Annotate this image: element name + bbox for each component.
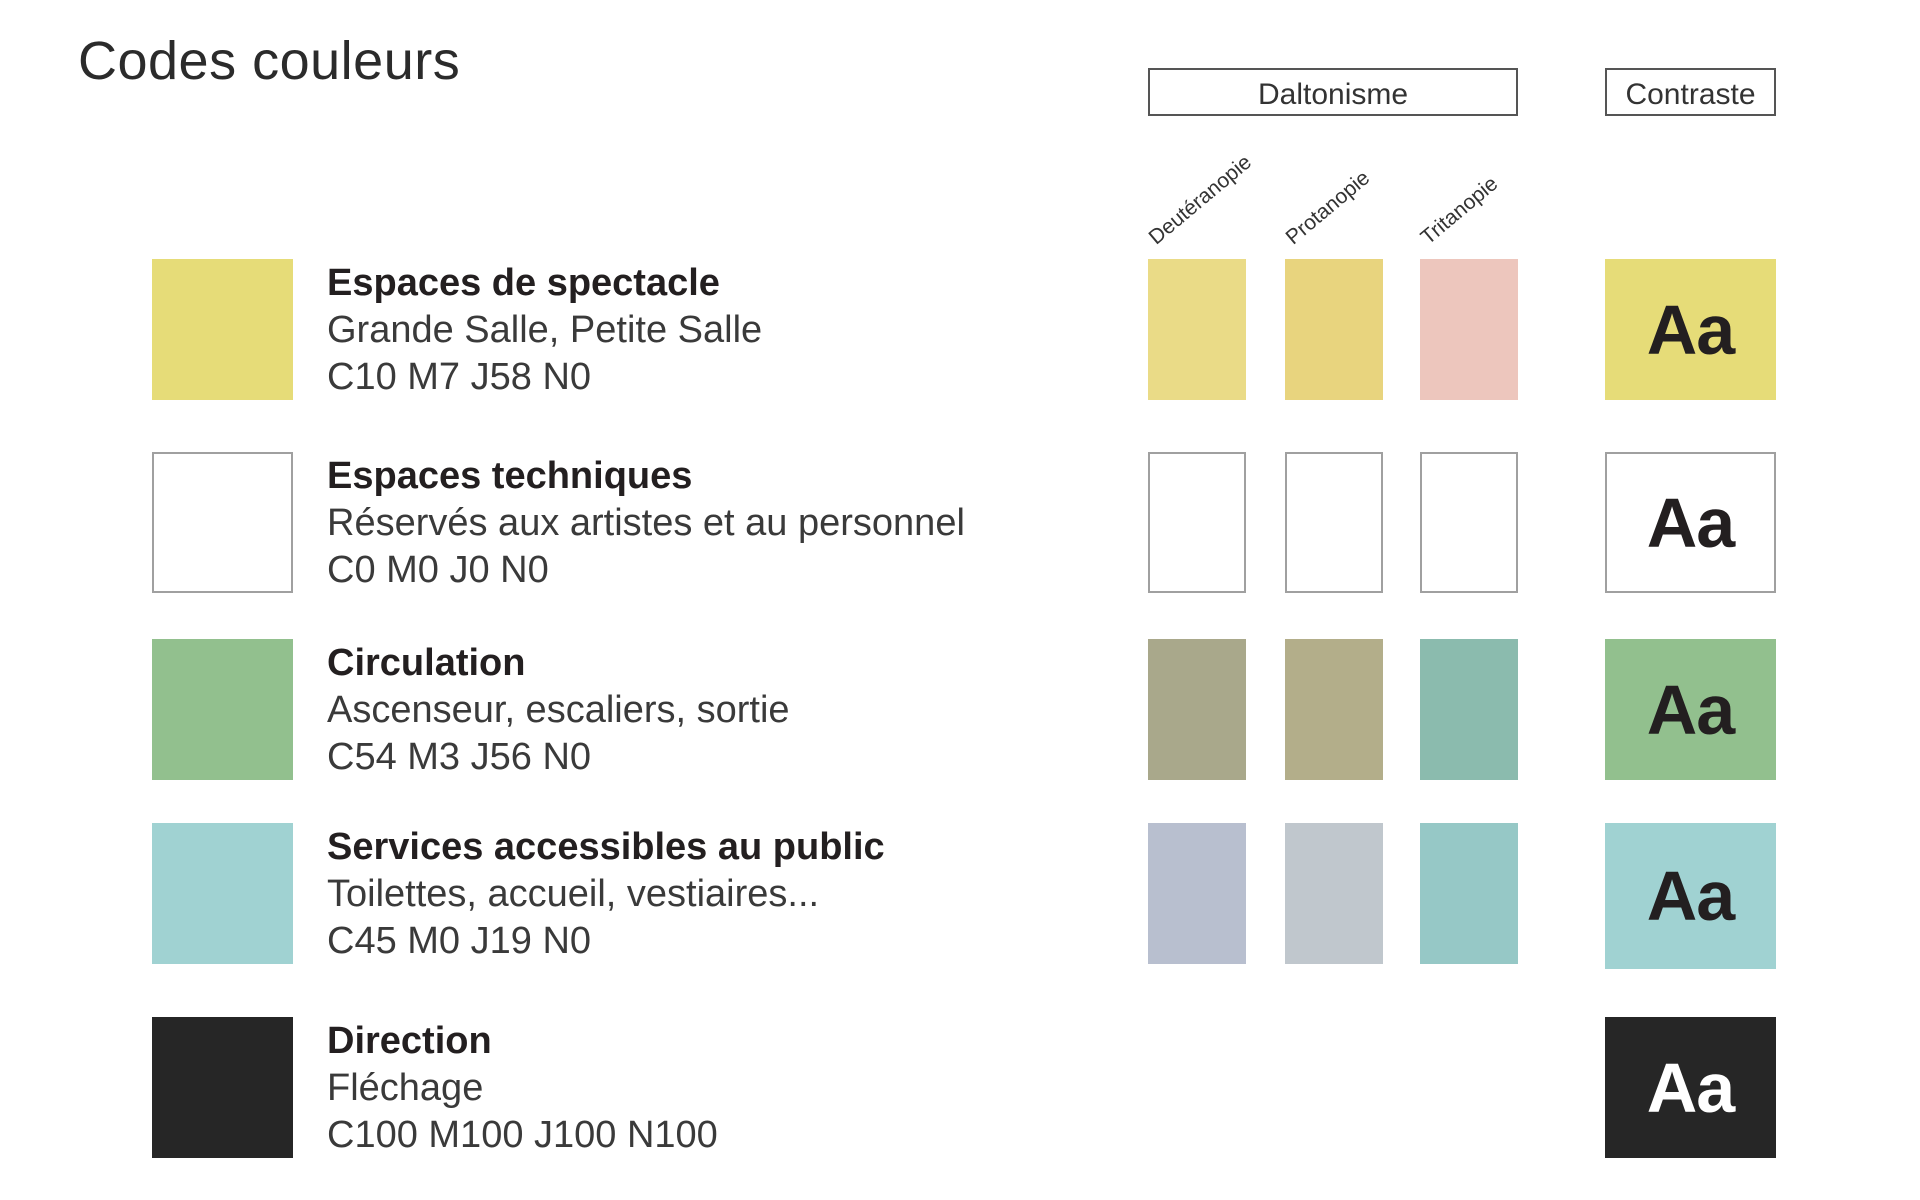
category-description: Grande Salle, Petite Salle xyxy=(327,309,763,351)
swatch-techniques xyxy=(152,452,293,593)
column-header-protanopie: Protanopie xyxy=(1281,166,1375,250)
contrast-sample-techniques: Aa xyxy=(1605,452,1776,593)
sim-swatch-protanopie-techniques xyxy=(1285,452,1383,593)
column-header-deuteranopie: Deutéranopie xyxy=(1144,150,1256,250)
category-description: Fléchage xyxy=(327,1067,484,1109)
page-title: Codes couleurs xyxy=(78,31,461,91)
category-name: Circulation xyxy=(327,642,526,684)
sim-swatch-deuteranopie-services xyxy=(1148,823,1246,964)
label-spectacle: Espaces de spectacle Grande Salle, Petite… xyxy=(327,260,762,401)
sim-swatch-tritanopie-services xyxy=(1420,823,1518,964)
sim-swatch-protanopie-spectacle xyxy=(1285,259,1383,400)
sim-swatch-protanopie-circulation xyxy=(1285,639,1383,780)
contrast-sample-direction: Aa xyxy=(1605,1017,1776,1158)
sim-swatch-deuteranopie-spectacle xyxy=(1148,259,1246,400)
cmyk-code: C45 M0 J19 N0 xyxy=(327,920,592,962)
category-name: Espaces de spectacle xyxy=(327,262,720,304)
sim-swatch-tritanopie-spectacle xyxy=(1420,259,1518,400)
column-header-tritanopie: Tritanopie xyxy=(1416,172,1503,250)
contrast-sample-services: Aa xyxy=(1605,823,1776,969)
swatch-services xyxy=(152,823,293,964)
contraste-group-label: Contraste xyxy=(1605,68,1776,116)
contrast-sample-circulation: Aa xyxy=(1605,639,1776,780)
sim-swatch-deuteranopie-techniques xyxy=(1148,452,1246,593)
cmyk-code: C100 M100 J100 N100 xyxy=(327,1114,718,1156)
swatch-direction xyxy=(152,1017,293,1158)
swatch-circulation xyxy=(152,639,293,780)
sim-swatch-protanopie-services xyxy=(1285,823,1383,964)
cmyk-code: C54 M3 J56 N0 xyxy=(327,736,592,778)
swatch-spectacle xyxy=(152,259,293,400)
contrast-sample-spectacle: Aa xyxy=(1605,259,1776,400)
daltonisme-group-label: Daltonisme xyxy=(1148,68,1518,116)
label-services: Services accessibles au public Toilettes,… xyxy=(327,824,885,965)
category-description: Réservés aux artistes et au personnel xyxy=(327,502,965,544)
cmyk-code: C10 M7 J58 N0 xyxy=(327,356,592,398)
label-direction: Direction Fléchage C100 M100 J100 N100 xyxy=(327,1018,718,1159)
sim-swatch-tritanopie-techniques xyxy=(1420,452,1518,593)
category-name: Espaces techniques xyxy=(327,455,693,497)
category-name: Direction xyxy=(327,1020,492,1062)
cmyk-code: C0 M0 J0 N0 xyxy=(327,549,549,591)
category-name: Services accessibles au public xyxy=(327,826,885,868)
label-techniques: Espaces techniques Réservés aux artistes … xyxy=(327,453,965,594)
category-description: Ascenseur, escaliers, sortie xyxy=(327,689,790,731)
label-circulation: Circulation Ascenseur, escaliers, sortie C… xyxy=(327,640,790,781)
sim-swatch-deuteranopie-circulation xyxy=(1148,639,1246,780)
category-description: Toilettes, accueil, vestiaires... xyxy=(327,873,820,915)
sim-swatch-tritanopie-circulation xyxy=(1420,639,1518,780)
